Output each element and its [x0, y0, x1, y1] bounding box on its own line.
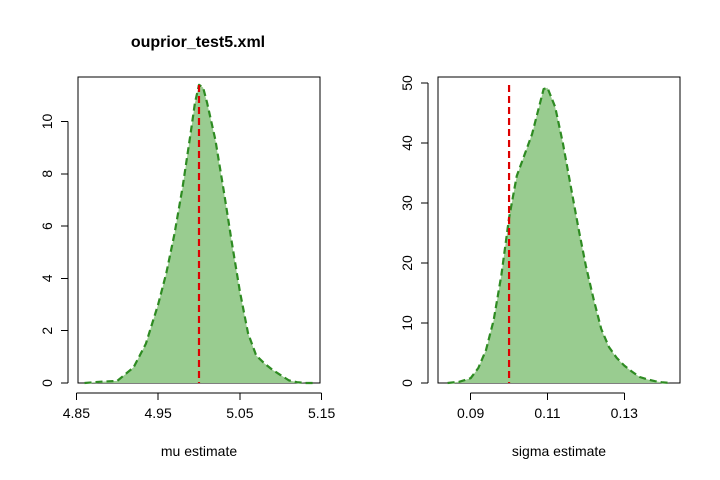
figure-title: ouprior_test5.xml — [131, 34, 265, 51]
sigma-x-tick-label: 0.09 — [457, 405, 484, 421]
sigma-density-panel: 0.09 0.11 0.13 0 10 20 30 40 50 sigma estimate — [399, 75, 681, 459]
mu-x-tick-label: 5.15 — [308, 405, 335, 421]
sigma-x-tick-label: 0.11 — [534, 405, 560, 421]
mu-y-tick-label: 6 — [39, 222, 55, 230]
sigma-density-line — [447, 86, 671, 385]
mu-x-tick-label: 5.05 — [226, 405, 253, 421]
mu-x-tick-label: 4.95 — [144, 405, 171, 421]
sigma-y-tick-label: 40 — [399, 135, 415, 151]
sigma-y-tick-label: 30 — [399, 195, 415, 211]
mu-x-axis-title: mu estimate — [161, 443, 237, 459]
sigma-density-area — [447, 87, 671, 384]
mu-y-tick-label: 10 — [39, 113, 55, 129]
mu-y-tick-label: 8 — [39, 170, 55, 178]
sigma-x-axis-title: sigma estimate — [512, 443, 606, 459]
sigma-y-tick-label: 0 — [399, 379, 415, 387]
sigma-y-tick-label: 10 — [399, 315, 415, 331]
mu-density-line — [84, 83, 314, 385]
mu-x-tick-label: 4.85 — [63, 405, 90, 421]
sigma-y-tick-label: 50 — [399, 75, 415, 91]
mu-y-tick-label: 4 — [39, 274, 55, 282]
mu-y-tick-label: 2 — [39, 327, 55, 335]
mu-density-panel: 4.85 4.95 5.05 5.15 0 2 4 6 8 10 mu estimate — [39, 76, 335, 459]
sigma-y-tick-label: 20 — [399, 255, 415, 271]
mu-y-tick-label: 0 — [39, 379, 55, 387]
sigma-x-tick-label: 0.13 — [611, 405, 638, 421]
